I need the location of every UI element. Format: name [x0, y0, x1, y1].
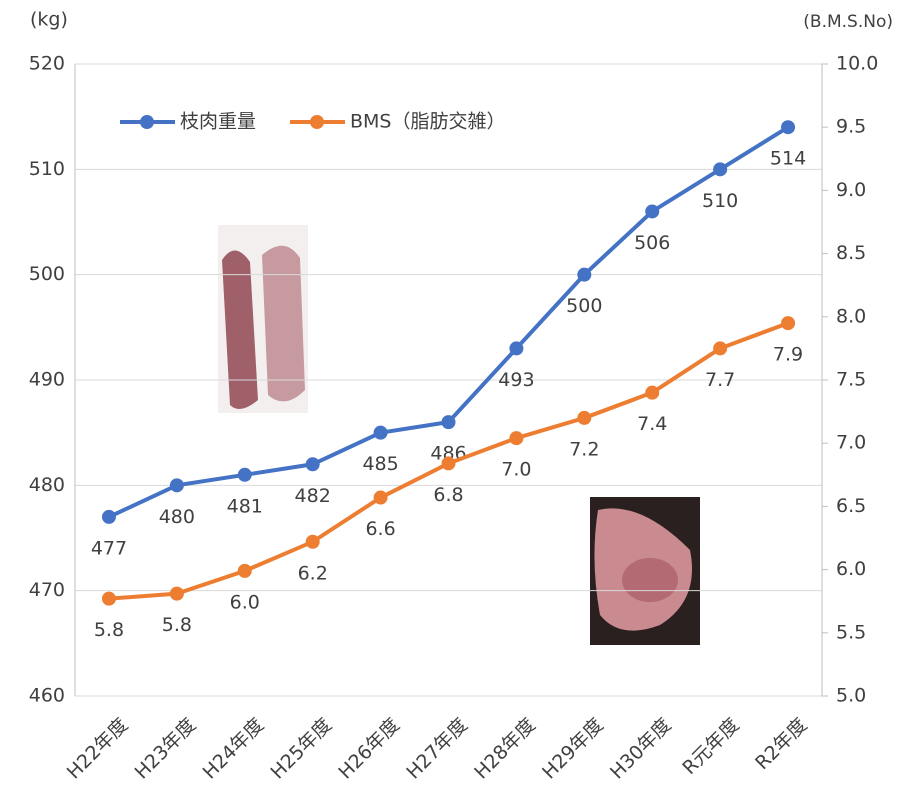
data-point — [645, 385, 660, 400]
x-tick-label: R元年度 — [678, 714, 743, 779]
data-label: 5.8 — [162, 614, 192, 636]
y-tick-label: 460 — [29, 685, 65, 707]
data-point — [373, 425, 388, 440]
data-label: 7.7 — [705, 369, 735, 391]
y2-tick-label: 9.5 — [836, 116, 866, 138]
data-point — [169, 478, 184, 493]
data-label: 480 — [159, 506, 195, 528]
data-point — [645, 204, 660, 219]
y2-tick-label: 8.5 — [836, 242, 866, 264]
x-tick-label: H26年度 — [334, 714, 404, 784]
y-axis-label: (kg) — [30, 9, 68, 31]
y2-tick-label: 5.0 — [836, 685, 866, 707]
x-tick-label: H29年度 — [538, 714, 608, 784]
data-label: 6.0 — [230, 591, 260, 613]
carcass-photo — [218, 225, 308, 413]
legend-label: BMS（脂肪交雑） — [350, 111, 506, 133]
legend-marker — [140, 115, 154, 129]
data-label: 6.6 — [365, 518, 395, 540]
x-tick-label: R2年度 — [751, 714, 811, 774]
data-point — [577, 410, 592, 425]
legend-marker — [310, 115, 324, 129]
data-point — [441, 456, 456, 471]
marbled-beef-photo — [590, 497, 700, 645]
x-tick-label: H28年度 — [470, 714, 540, 784]
y2-tick-label: 7.5 — [836, 369, 866, 391]
y2-tick-label: 9.0 — [836, 179, 866, 201]
data-label: 500 — [566, 295, 602, 317]
data-label: 6.2 — [298, 562, 328, 584]
data-label: 7.9 — [773, 344, 803, 366]
x-tick-label: H25年度 — [266, 714, 336, 784]
y-tick-label: 470 — [29, 579, 65, 601]
data-point — [781, 120, 796, 135]
data-point — [713, 341, 728, 356]
data-label: 493 — [498, 369, 534, 391]
y-tick-label: 510 — [29, 158, 65, 180]
y2-tick-label: 5.5 — [836, 621, 866, 643]
data-label: 6.8 — [433, 484, 463, 506]
y-tick-label: 490 — [29, 369, 65, 391]
data-label: 5.8 — [94, 619, 124, 641]
data-point — [713, 162, 728, 177]
data-point — [237, 563, 252, 578]
y2-tick-label: 6.0 — [836, 558, 866, 580]
y2-tick-label: 6.5 — [836, 495, 866, 517]
x-tick-label: H24年度 — [199, 714, 269, 784]
data-label: 514 — [770, 148, 806, 170]
y2-tick-label: 8.0 — [836, 305, 866, 327]
y2-tick-label: 7.0 — [836, 432, 866, 454]
x-tick-label: H23年度 — [131, 714, 201, 784]
data-label: 485 — [362, 453, 398, 475]
data-point — [101, 509, 116, 524]
y-tick-label: 500 — [29, 263, 65, 285]
data-label: 481 — [227, 495, 263, 517]
y-tick-label: 480 — [29, 474, 65, 496]
data-label: 506 — [634, 232, 670, 254]
legend-label: 枝肉重量 — [180, 111, 256, 133]
data-point — [305, 457, 320, 472]
x-tick-label: H27年度 — [402, 714, 472, 784]
data-point — [305, 534, 320, 549]
data-point — [509, 431, 524, 446]
data-point — [237, 467, 252, 482]
data-label: 7.4 — [637, 413, 667, 435]
data-point — [781, 316, 796, 331]
x-tick-label: H30年度 — [606, 714, 676, 784]
data-label: 510 — [702, 190, 738, 212]
x-tick-label: H22年度 — [63, 714, 133, 784]
y2-tick-label: 10.0 — [836, 53, 878, 75]
y2-axis-label: (B.M.S.No) — [803, 12, 893, 32]
data-point — [509, 341, 524, 356]
data-point — [101, 591, 116, 606]
data-point — [441, 415, 456, 430]
data-point — [577, 267, 592, 282]
y-tick-label: 520 — [29, 53, 65, 75]
data-point — [373, 490, 388, 505]
data-label: 7.0 — [501, 459, 531, 481]
data-label: 7.2 — [569, 438, 599, 460]
data-point — [169, 586, 184, 601]
data-label: 482 — [295, 485, 331, 507]
data-label: 477 — [91, 537, 127, 559]
